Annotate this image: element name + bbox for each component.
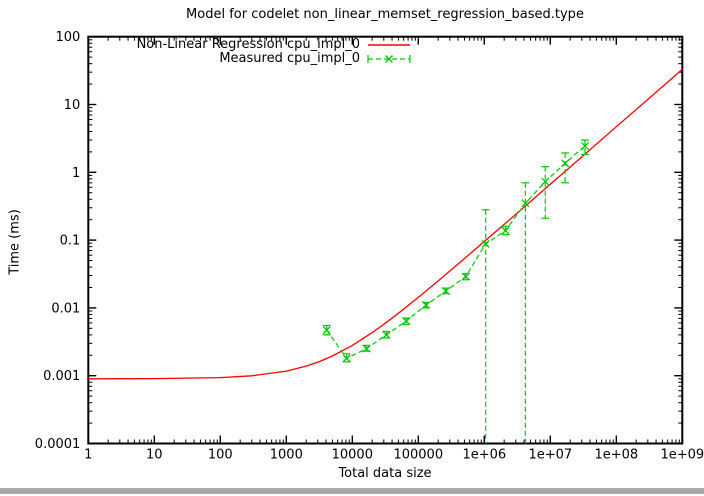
y-tick-label: 10 [64,98,81,113]
x-tick-label: 1e+08 [594,448,638,463]
x-tick-labels: 1 10 100 1000 10000 100000 1e+06 1e+07 1e+08 1e+0… [84,448,704,463]
x-tick-label: 10000 [332,448,373,463]
y-tick-label: 0.1 [60,234,81,249]
legend-label-regression: Non-Linear Regression cpu_impl_0 [136,37,360,52]
legend-label-measured: Measured cpu_impl_0 [219,51,360,66]
y-tick-label: 100 [55,30,80,45]
legend: Non-Linear Regression cpu_impl_0 Measure… [0,38,412,66]
measured-error-bars [322,139,589,444]
x-axis-label: Total data size [338,466,432,481]
y-tick-label: 0.001 [43,369,80,384]
plot-border [87,35,684,445]
x-tick-label: 1e+06 [462,448,506,463]
x-tick-label: 1 [84,448,92,463]
y-tick-label: 1 [72,166,80,181]
legend-sample-measured-line [366,53,412,65]
legend-entry-measured: Measured cpu_impl_0 [0,52,412,66]
y-tick-label: 0.0001 [35,437,81,452]
measured-line [326,145,586,360]
horizontal-scrollbar[interactable] [0,488,704,494]
y-axis-label: Time (ms) [7,209,23,275]
x-tick-label: 1e+07 [528,448,572,463]
regression-line [88,68,683,380]
x-tick-label: 1000 [270,448,303,463]
y-tick-label: 0.01 [51,301,80,316]
chart-title: Model for codelet non_linear_memset_regr… [186,7,584,22]
y-tick-labels: 100 10 1 0.1 0.01 0.001 0.0001 [35,30,81,452]
x-tick-label: 100 [208,448,233,463]
legend-entry-regression: Non-Linear Regression cpu_impl_0 [0,38,412,52]
measured-markers [322,142,589,363]
legend-sample-regression-line [366,39,412,51]
x-tick-label: 100000 [393,448,443,463]
x-tick-label: 1e+09 [660,448,704,463]
x-tick-label: 10 [146,448,163,463]
axis-ticks [87,36,683,445]
